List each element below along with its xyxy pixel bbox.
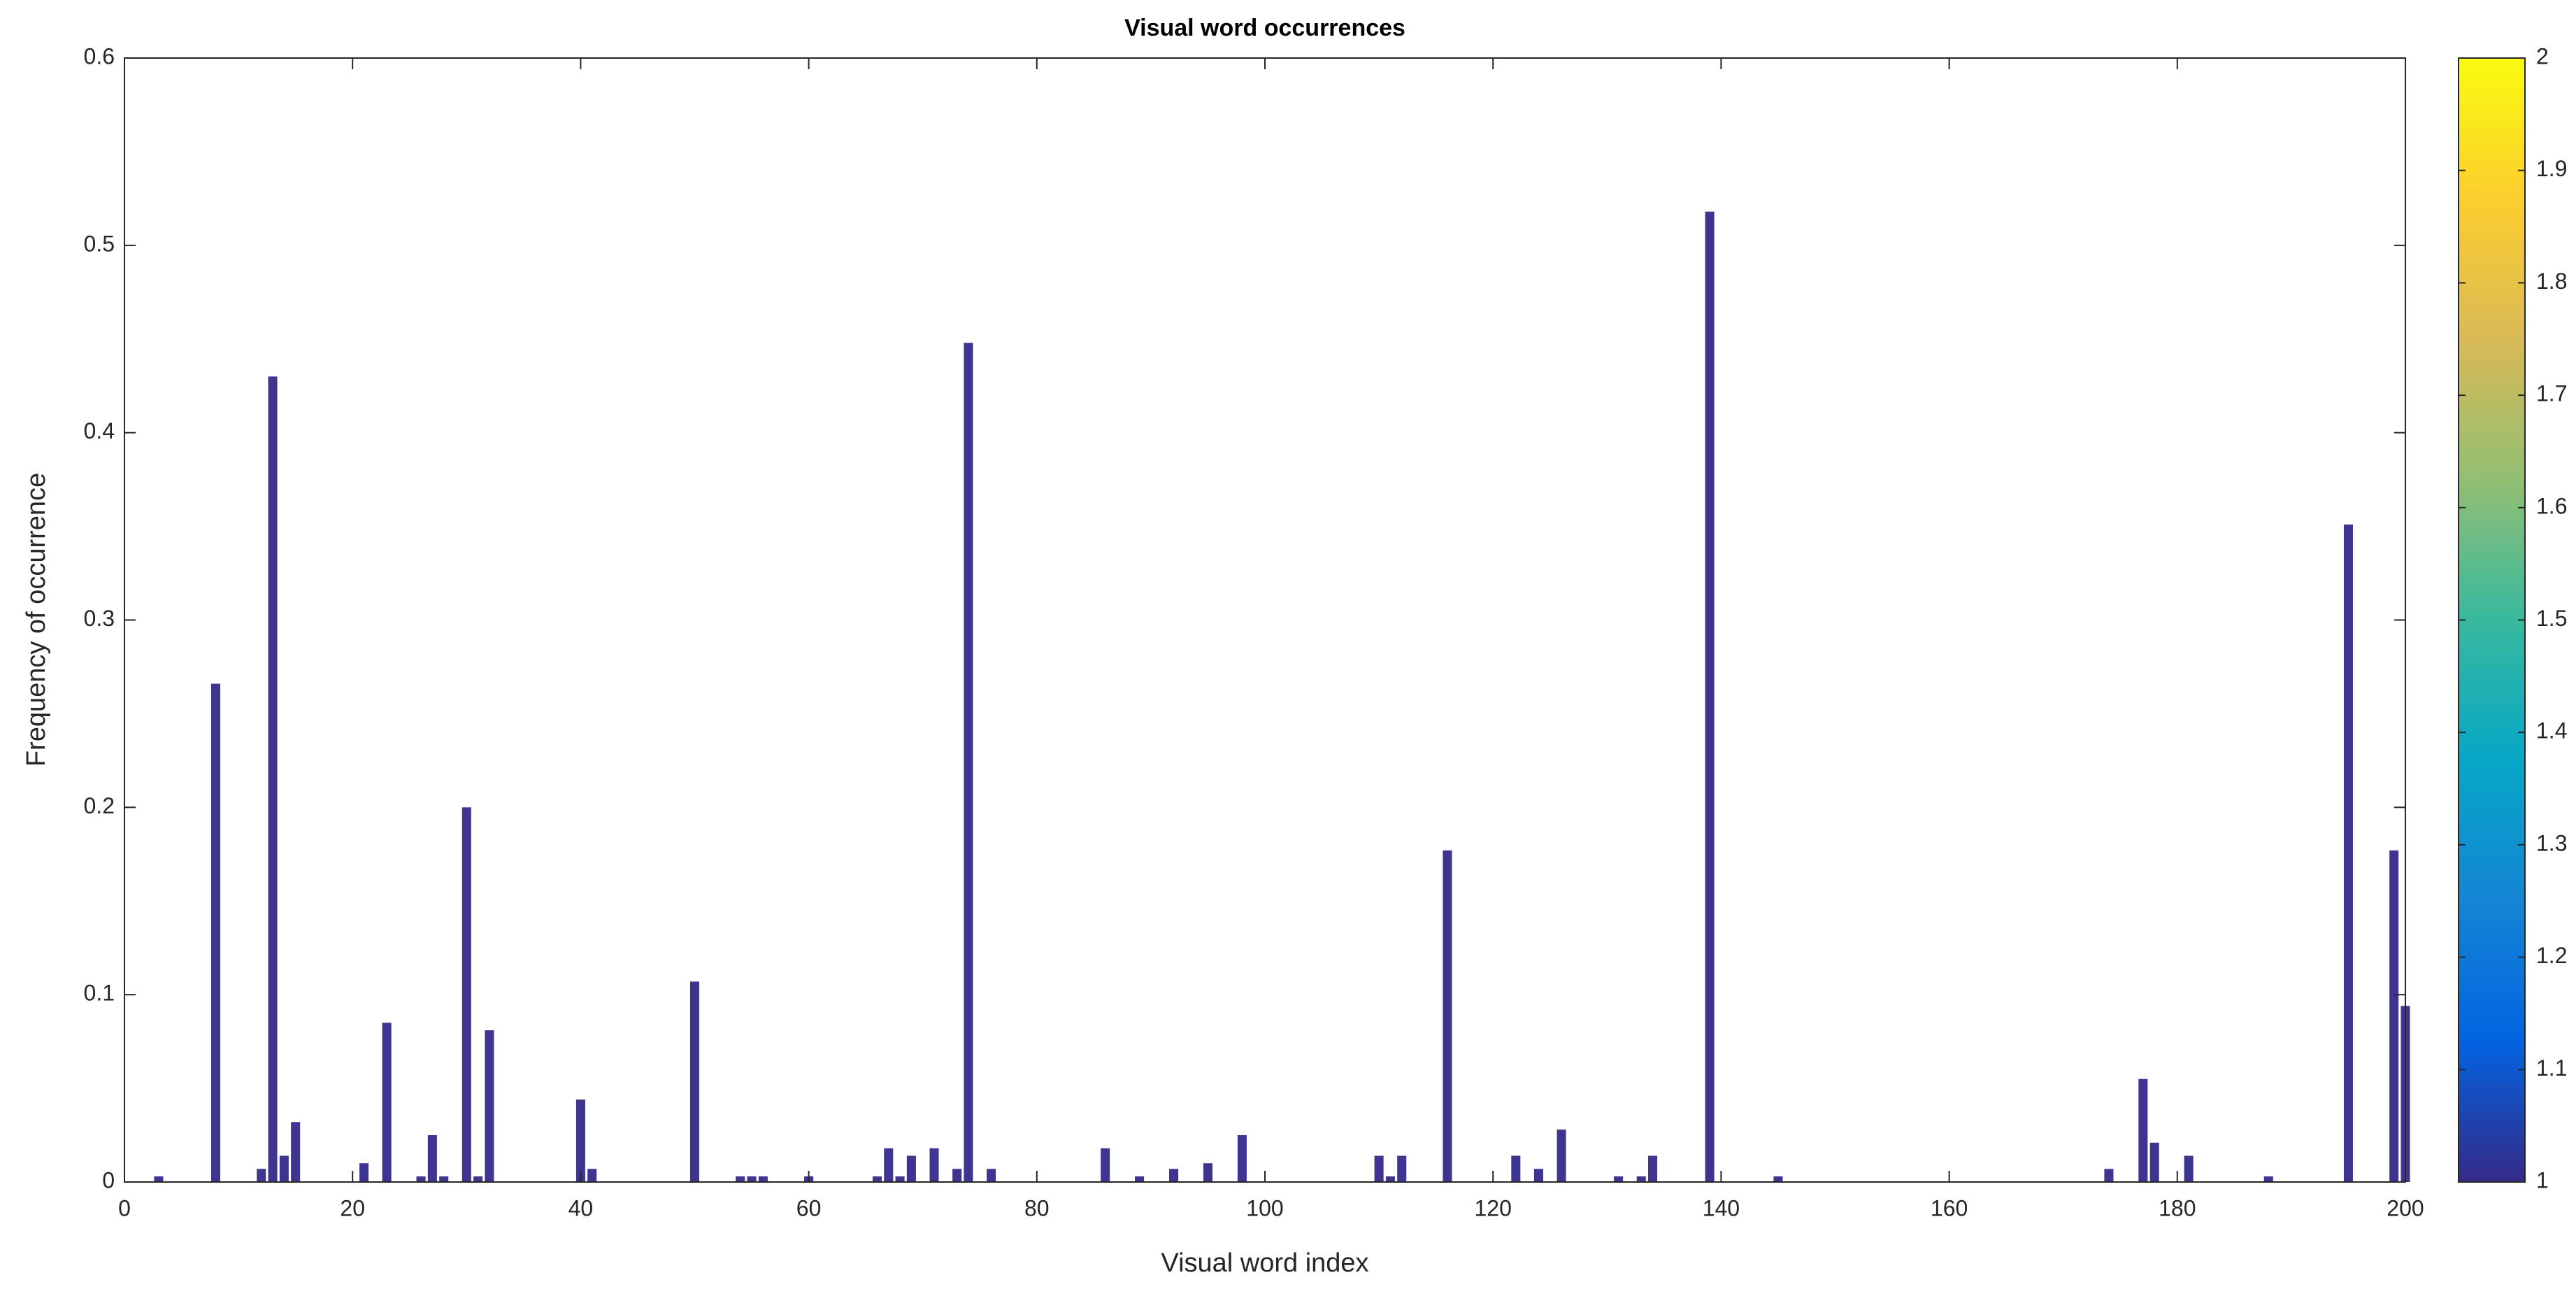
bar bbox=[747, 1176, 757, 1182]
y-tick-label: 0.4 bbox=[84, 418, 115, 443]
bar bbox=[2184, 1155, 2194, 1182]
bar bbox=[439, 1176, 449, 1182]
bar bbox=[2138, 1078, 2148, 1182]
bar bbox=[2263, 1176, 2273, 1182]
bar bbox=[1705, 211, 1715, 1183]
y-tick-label: 0.6 bbox=[84, 43, 115, 69]
y-tick-label: 0.2 bbox=[84, 793, 115, 818]
bar bbox=[964, 343, 973, 1182]
bar bbox=[257, 1169, 266, 1182]
bar bbox=[1135, 1176, 1145, 1182]
bar bbox=[895, 1176, 905, 1182]
colorbar-tick-label: 1.6 bbox=[2536, 493, 2567, 518]
colorbar-tick-label: 1.4 bbox=[2536, 718, 2567, 743]
bar bbox=[689, 981, 700, 1182]
bar bbox=[1648, 1155, 1658, 1182]
bar bbox=[1443, 850, 1452, 1182]
colorbar-tick-label: 1.9 bbox=[2536, 156, 2567, 181]
colorbar-tick-label: 1.2 bbox=[2536, 943, 2567, 968]
colorbar-tick-label: 2 bbox=[2536, 43, 2549, 69]
colorbar-tick-label: 1.8 bbox=[2536, 269, 2567, 294]
bar bbox=[268, 376, 278, 1182]
y-axis-label: Frequency of occurrence bbox=[22, 473, 51, 767]
x-tick-label: 180 bbox=[2159, 1195, 2196, 1220]
bar bbox=[987, 1169, 996, 1182]
bar bbox=[416, 1176, 426, 1182]
bar bbox=[1773, 1176, 1783, 1182]
x-tick-label: 100 bbox=[1246, 1195, 1283, 1220]
bar bbox=[1557, 1130, 1566, 1182]
colorbar-tick-label: 1.5 bbox=[2536, 606, 2567, 631]
x-tick-label: 80 bbox=[1024, 1195, 1050, 1220]
bar bbox=[1203, 1163, 1212, 1182]
bar bbox=[1101, 1148, 1110, 1182]
x-tick-label: 200 bbox=[2387, 1195, 2424, 1220]
bar bbox=[1237, 1135, 1247, 1182]
bar bbox=[2149, 1142, 2159, 1182]
bar bbox=[1374, 1155, 1384, 1182]
bar bbox=[1168, 1169, 1179, 1182]
bar bbox=[154, 1176, 164, 1182]
x-tick-label: 60 bbox=[796, 1195, 822, 1220]
bar bbox=[929, 1148, 939, 1182]
chart-title: Visual word occurrences bbox=[1124, 15, 1405, 41]
bar bbox=[473, 1176, 483, 1182]
bar bbox=[485, 1030, 494, 1182]
x-tick-label: 160 bbox=[1931, 1195, 1968, 1220]
x-tick-label: 40 bbox=[568, 1195, 594, 1220]
y-tick-label: 0 bbox=[102, 1167, 115, 1192]
x-tick-label: 0 bbox=[118, 1195, 131, 1220]
bar bbox=[872, 1176, 882, 1182]
bar bbox=[1614, 1176, 1624, 1182]
y-tick-label: 0.5 bbox=[84, 231, 115, 256]
x-axis-label: Visual word index bbox=[1161, 1248, 1368, 1278]
bar bbox=[427, 1135, 437, 1182]
bar bbox=[2104, 1169, 2114, 1182]
bar bbox=[279, 1155, 289, 1182]
bar bbox=[291, 1122, 301, 1182]
colorbar bbox=[2458, 57, 2526, 1183]
bar bbox=[1533, 1169, 1543, 1182]
bar bbox=[1511, 1155, 1521, 1182]
colorbar-tick-label: 1.3 bbox=[2536, 830, 2567, 855]
bar bbox=[210, 683, 221, 1182]
x-tick-label: 20 bbox=[340, 1195, 365, 1220]
bar bbox=[575, 1099, 585, 1182]
bar bbox=[736, 1176, 745, 1182]
bar bbox=[758, 1176, 768, 1182]
bar bbox=[359, 1163, 369, 1182]
bar bbox=[884, 1148, 894, 1182]
bar bbox=[1397, 1155, 1407, 1182]
bar bbox=[1636, 1176, 1646, 1182]
x-tick-label: 140 bbox=[1703, 1195, 1740, 1220]
colorbar-tick-label: 1.7 bbox=[2536, 381, 2567, 406]
y-tick-label: 0.1 bbox=[84, 981, 115, 1006]
bar bbox=[1385, 1176, 1395, 1182]
bar bbox=[461, 807, 471, 1182]
colorbar-tick-label: 1.1 bbox=[2536, 1055, 2567, 1081]
bar bbox=[2343, 524, 2353, 1182]
bar bbox=[382, 1023, 392, 1182]
bar bbox=[906, 1155, 916, 1182]
y-tick-label: 0.3 bbox=[84, 606, 115, 631]
colorbar-tick-label: 1 bbox=[2536, 1167, 2549, 1192]
bar bbox=[2389, 850, 2399, 1182]
bar bbox=[952, 1169, 962, 1182]
bar bbox=[587, 1169, 597, 1182]
x-tick-label: 120 bbox=[1475, 1195, 1512, 1220]
